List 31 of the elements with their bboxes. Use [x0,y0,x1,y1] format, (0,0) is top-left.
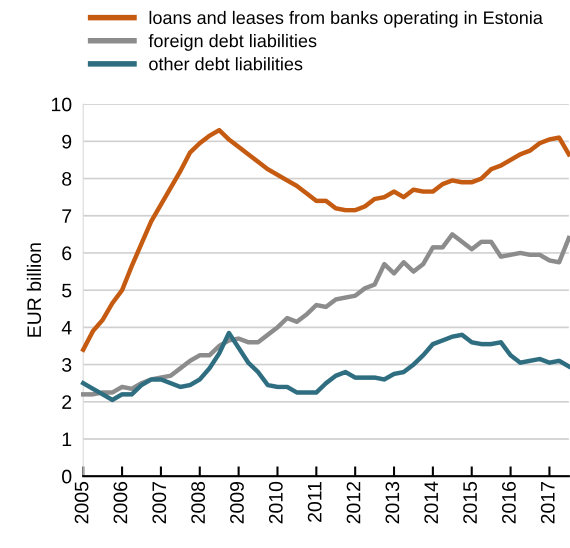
x-tick-label: 2006 [114,482,128,524]
y-tick-label: 2 [62,395,72,409]
y-tick-label: 0 [62,470,72,484]
x-tick-label: 2011 [308,482,322,522]
y-tick-label: 10 [52,98,72,112]
x-tick-label: 2009 [230,482,244,524]
x-tick-label: 2007 [152,482,166,524]
y-tick-label: 6 [62,246,72,260]
x-tick-label: 2008 [191,482,205,524]
x-tick-label: 2010 [268,482,283,524]
y-tick-label: 5 [62,284,72,298]
x-tick-label: 2012 [346,482,360,524]
y-tick-label: 4 [62,321,72,334]
x-tick-label: 2005 [74,482,88,524]
y-tick-label: 7 [62,209,72,223]
x-tick-label: 2014 [424,482,438,524]
line-series [80,128,570,352]
x-tick-label: 2015 [463,482,477,524]
line-series [80,232,570,397]
legend-label: other debt liabilities [149,57,302,70]
y-tick-label: 3 [62,358,72,372]
x-tick-label: 2013 [385,482,400,524]
y-tick-label: 8 [62,172,72,186]
legend-label: loans and leases from banks operating in Estonia [150,10,543,28]
line-series [80,330,570,402]
y-tick-label: 1 [62,432,72,446]
y-tick-label: 9 [62,134,72,149]
legend-label: foreign debt liabilities [148,34,316,51]
x-tick-label: 2016 [502,482,516,524]
y-axis-title: EUR billion [26,243,42,337]
x-tick-label: 2017 [540,482,555,524]
